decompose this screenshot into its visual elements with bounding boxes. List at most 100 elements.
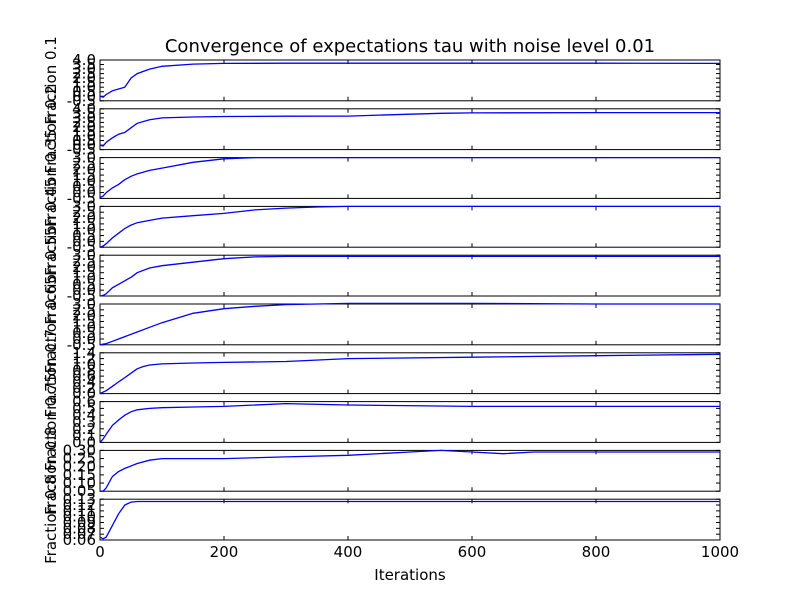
y-tick-label: 2.0: [72, 160, 96, 178]
panel-2: -0.50.00.51.01.52.02.53.03.54.0Fraction …: [42, 85, 721, 174]
y-tick-label: 1.4: [72, 344, 96, 362]
y-tick-label: -0.5: [67, 287, 96, 305]
y-tick-label: 3.5: [72, 56, 96, 74]
y-axis-label: Fraction 0.7: [42, 329, 60, 418]
panel-frame: [99, 59, 721, 102]
y-tick-label: -0.5: [67, 238, 96, 256]
y-tick-label: 1.0: [72, 172, 96, 190]
y-tick-label: 2.0: [72, 209, 96, 227]
y-tick-label: 0.05: [63, 482, 96, 500]
y-tick-label: 0.5: [72, 83, 96, 101]
y-tick-label: 0.08: [63, 519, 96, 537]
y-tick-label: 0.0: [72, 281, 96, 299]
y-tick-label: 2.5: [72, 65, 96, 83]
y-tick-label: 0.11: [63, 502, 96, 520]
y-tick-label: 3.0: [72, 295, 96, 313]
panel-frame: [99, 498, 721, 541]
y-tick-label: 0.0: [72, 87, 96, 105]
y-tick-label: 1.0: [72, 127, 96, 145]
panel-10: 0.060.070.080.090.100.110.120.13Fraction…: [42, 475, 721, 564]
y-tick-label: 0.8: [72, 361, 96, 379]
y-tick-label: 0.20: [63, 458, 96, 476]
y-tick-label: 1.5: [72, 215, 96, 233]
y-axis-label: Fraction 0.35: [42, 129, 60, 227]
y-tick-label: 0.10: [63, 474, 96, 492]
series-line: [99, 111, 720, 147]
y-tick-label: 2.0: [72, 307, 96, 325]
y-tick-label: 3.0: [72, 109, 96, 127]
series-line: [99, 353, 721, 395]
y-tick-label: 3.0: [72, 60, 96, 78]
y-tick-label: 0.25: [63, 450, 96, 468]
x-tick-label: 400: [334, 543, 363, 561]
y-tick-label: 0.0: [72, 184, 96, 202]
y-tick-label: 3.0: [72, 149, 96, 167]
y-axis-label: Fraction 0.2: [42, 85, 60, 174]
y-tick-label: -0.5: [67, 189, 96, 207]
y-tick-label: 1.0: [72, 78, 96, 96]
y-tick-label: 1.5: [72, 74, 96, 92]
y-tick-label: 0.5: [72, 275, 96, 293]
series-line: [99, 255, 720, 297]
y-tick-label: 3.0: [72, 246, 96, 264]
y-tick-label: 1.2: [72, 350, 96, 368]
y-tick-label: 4.0: [72, 51, 96, 69]
x-tick-label: 0: [95, 543, 105, 561]
y-tick-label: 0.06: [63, 531, 96, 549]
y-tick-label: 0.4: [72, 373, 96, 391]
y-tick-label: 0.0: [72, 136, 96, 154]
y-tick-label: 1.5: [72, 312, 96, 330]
y-tick-label: 0.0: [72, 433, 96, 451]
y-tick-label: 0.5: [72, 399, 96, 417]
series-line: [99, 302, 720, 346]
y-tick-label: 2.5: [72, 203, 96, 221]
y-tick-label: -0.5: [67, 141, 96, 159]
y-tick-label: 0.5: [72, 324, 96, 342]
y-axis-label: Fraction 0.8: [42, 427, 60, 516]
y-axis-label: Fraction 0.55: [42, 227, 60, 325]
y-tick-label: 0.3: [72, 413, 96, 431]
y-tick-label: 0.5: [72, 132, 96, 150]
y-tick-label: 0.0: [72, 385, 96, 403]
chart-title: Convergence of expectations tau with noi…: [165, 36, 655, 57]
panel-frame: [99, 254, 721, 297]
y-tick-label: 0.09: [63, 514, 96, 532]
y-tick-label: 2.5: [72, 154, 96, 172]
y-tick-label: 0.0: [72, 330, 96, 348]
y-axis-label: Fraction 0.1: [42, 36, 60, 125]
y-tick-label: 0.6: [72, 367, 96, 385]
y-tick-label: 2.5: [72, 301, 96, 319]
y-tick-label: 0.07: [63, 525, 96, 543]
y-tick-label: 0.2: [72, 379, 96, 397]
y-tick-label: 1.0: [72, 318, 96, 336]
y-tick-label: 0.5: [72, 178, 96, 196]
y-tick-label: 1.0: [72, 221, 96, 239]
series-line: [99, 205, 720, 248]
series-line: [100, 449, 720, 492]
y-tick-label: 0.4: [72, 406, 96, 424]
y-axis-label: Fraction 0.45: [42, 178, 60, 276]
y-tick-label: 0.6: [72, 393, 96, 411]
y-tick-label: 0.15: [63, 466, 96, 484]
x-axis: 0 200 400 600 800 1000: [95, 543, 739, 561]
panel-1: -0.50.00.51.01.52.02.53.03.54.0Fraction …: [42, 36, 721, 125]
y-axis-label: Fraction 0.8: [42, 475, 60, 564]
x-tick-label: 600: [458, 543, 487, 561]
panels-group: -0.50.00.51.01.52.02.53.03.54.0Fraction …: [42, 36, 721, 564]
y-tick-label: -0.5: [67, 92, 96, 110]
panel-frame: [99, 352, 721, 395]
y-tick-label: 0.0: [72, 232, 96, 250]
y-tick-label: 3.0: [72, 197, 96, 215]
y-tick-label: 2.0: [72, 258, 96, 276]
y-tick-label: 2.0: [72, 69, 96, 87]
x-axis-label: Iterations: [374, 566, 446, 584]
y-tick-label: 2.5: [72, 252, 96, 270]
